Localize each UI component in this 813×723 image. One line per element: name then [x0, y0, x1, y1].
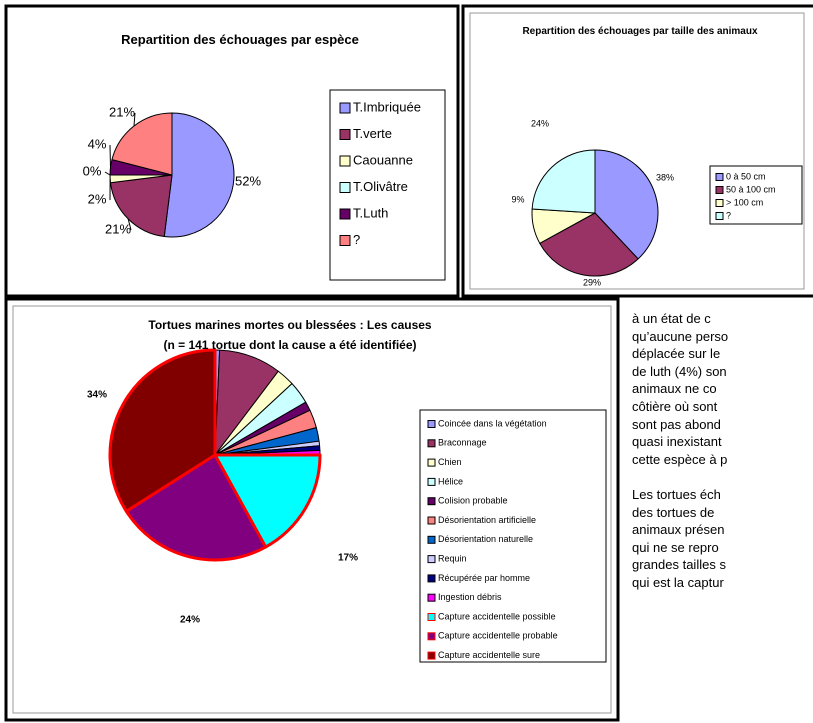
legend-label: T.Luth — [353, 205, 388, 220]
chart-title: Repartition des échouages par taille des… — [522, 26, 758, 37]
legend-swatch — [427, 420, 436, 428]
text-line: des tortues de — [632, 504, 715, 520]
data-label: 4% — [88, 136, 107, 151]
legend-label: Braconnage — [438, 438, 487, 448]
plot-frame — [469, 12, 805, 290]
pie-slice — [111, 112, 173, 176]
text-line: animaux ne co — [632, 381, 717, 397]
legend-swatch — [427, 593, 436, 602]
data-label: 29% — [583, 277, 601, 287]
legend-label: Hélice — [438, 476, 463, 486]
legend-swatch — [427, 651, 436, 660]
data-label: 52% — [235, 173, 261, 188]
legend-swatch — [339, 182, 351, 193]
legend-swatch — [339, 155, 351, 167]
text-line: qui ne se repro — [632, 539, 719, 555]
text-line: qui est la captur — [632, 574, 724, 590]
legend-swatch — [427, 516, 436, 525]
text-line: déplacée sur le — [632, 346, 721, 362]
legend-swatch — [427, 632, 436, 641]
text-line: Les tortues éch — [632, 486, 721, 502]
data-label: 17% — [338, 553, 358, 564]
pie-slice — [124, 453, 268, 562]
text-line: côtière où sont — [632, 398, 718, 414]
legend-swatch — [427, 535, 436, 544]
data-label: 21% — [105, 221, 131, 236]
legend-label: ? — [353, 232, 360, 247]
legend-label: ? — [726, 210, 731, 220]
legend-label: 50 à 100 cm — [726, 184, 776, 194]
data-label: 2% — [88, 191, 107, 206]
data-label: 38% — [656, 172, 674, 182]
legend-swatch — [715, 173, 724, 181]
paragraph: Les tortues éch des tortues de animaux pré… — [632, 486, 813, 592]
leader-line — [133, 112, 136, 127]
legend-swatch — [715, 212, 724, 220]
data-label: 24% — [531, 118, 549, 128]
pie-slice — [109, 174, 173, 238]
legend-label: Capture accidentelle sure — [438, 650, 540, 660]
chart-title: Repartition des échouages par espèce — [121, 32, 359, 47]
legend-swatch — [427, 555, 436, 564]
data-label: 34% — [87, 390, 107, 401]
pie-slice — [531, 149, 596, 214]
chart-subtitle: (n = 141 tortue dont la cause a été iden… — [163, 338, 417, 352]
legend-box — [419, 409, 607, 663]
text-line: de luth (4%) son — [632, 363, 727, 379]
legend-label: Requin — [438, 553, 467, 563]
text-line: animaux présen — [632, 522, 725, 538]
pie-slice — [539, 212, 639, 277]
paragraph: à un état de c qu’aucune perso déplacée su… — [632, 310, 813, 468]
text-line: quasi inexistant — [632, 434, 722, 450]
legend-swatch — [715, 186, 724, 194]
text-line: à un état de c — [632, 311, 711, 326]
legend-label: Chien — [438, 457, 462, 467]
legend-label: Ingestion débris — [438, 592, 502, 602]
legend-box — [709, 165, 803, 225]
chart-title: Tortues marines mortes ou blessées : Les… — [148, 318, 432, 332]
data-label: 0% — [83, 163, 102, 178]
legend-swatch — [339, 129, 351, 140]
pie-slice — [163, 112, 235, 238]
legend-swatch — [715, 199, 724, 207]
legend-label: Désorientation naturelle — [438, 534, 533, 544]
text-line: cette espèce à p — [632, 451, 728, 467]
body-text: à un état de c qu’aucune perso déplacée su… — [632, 310, 813, 609]
text-line: grandes tailles s — [632, 557, 726, 573]
legend-label: > 100 cm — [726, 197, 763, 207]
legend-label: Colision probable — [438, 496, 508, 506]
data-label: 24% — [180, 615, 200, 626]
legend-label: Coincée dans la végétation — [438, 418, 547, 428]
legend-label: T.Olivâtre — [353, 179, 408, 194]
plot-frame — [12, 305, 612, 714]
legend-swatch — [339, 102, 351, 114]
data-label: 9% — [511, 194, 524, 204]
legend-label: 0 à 50 cm — [726, 171, 766, 181]
legend-label: Capture accidentelle probable — [438, 631, 558, 641]
data-label: 21% — [109, 104, 135, 119]
legend-swatch — [427, 574, 436, 583]
text-line: sont pas abond — [632, 416, 721, 432]
legend-swatch — [339, 235, 351, 246]
legend-swatch — [427, 439, 436, 448]
legend-swatch — [427, 477, 436, 486]
leader-line — [104, 171, 111, 176]
pie-slice — [594, 149, 659, 260]
legend-swatch — [427, 458, 436, 467]
legend-label: Caouanne — [353, 152, 413, 167]
text-line: qu’aucune perso — [632, 328, 729, 344]
legend-label: T.verte — [353, 126, 392, 141]
legend-label: Capture accidentelle possible — [438, 611, 556, 621]
legend-swatch — [427, 613, 436, 621]
legend-label: Désorientation artificielle — [438, 515, 536, 525]
leader-line — [127, 218, 132, 231]
legend-label: T.Imbriquée — [353, 99, 421, 114]
pie-slice — [213, 453, 322, 549]
legend-label: Récupérée par homme — [438, 573, 530, 583]
pie-slice — [108, 348, 217, 513]
legend-swatch — [427, 497, 436, 506]
legend-swatch — [339, 208, 351, 220]
